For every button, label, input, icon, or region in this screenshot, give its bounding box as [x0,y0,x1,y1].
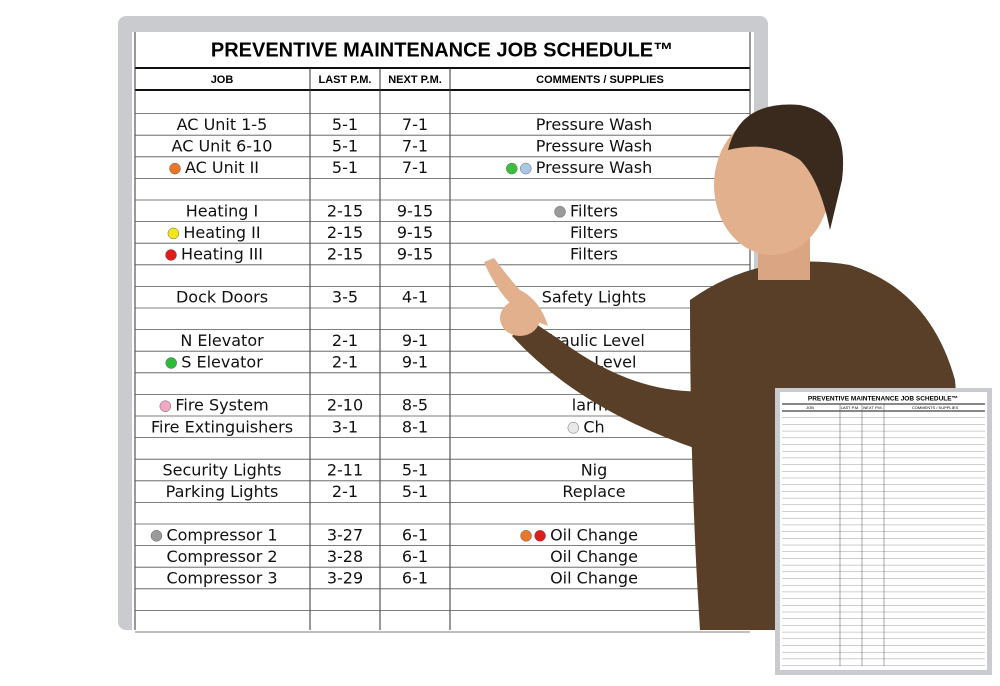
next-pm: 6-1 [402,547,428,566]
job: Heating III [181,245,263,264]
next-pm: 5-1 [402,482,428,501]
last-pm: 2-1 [332,331,358,350]
comment: Nig [581,461,608,480]
magnet [165,249,177,261]
next-pm: 6-1 [402,569,428,588]
last-pm: 2-11 [327,461,363,480]
last-pm: 5-1 [332,137,358,156]
next-pm: 5-1 [402,461,428,480]
comment: Ch [583,417,604,436]
board-rows: AC Unit 1-5 5-1 7-1 Pressure Wash AC Unit 6-… [135,113,750,633]
job: S Elevator [181,353,263,372]
comment: draulic Level [543,331,645,350]
job: Fire Extinguishers [151,417,293,436]
column-header: JOB [211,74,234,86]
next-pm: 9-15 [397,223,433,242]
magnet [165,357,177,369]
last-pm: 2-15 [327,245,363,264]
job: Fire System [175,396,268,415]
next-pm: 9-15 [397,245,433,264]
job: Security Lights [162,461,281,480]
thumbnail-header: LAST P.M. [841,405,860,410]
last-pm: 2-10 [327,396,363,415]
comment: Oil Change [550,547,638,566]
next-pm: 8-5 [402,396,428,415]
comment: Pressure Wash [536,137,652,156]
column-header: NEXT P.M. [388,74,442,86]
comment: Pressure Wash [536,158,652,177]
next-pm: 7-1 [402,115,428,134]
comment: Pressure Wash [536,115,652,134]
thumbnail-title: PREVENTIVE MAINTENANCE JOB SCHEDULE™ [808,396,958,403]
next-pm: 7-1 [402,158,428,177]
job: Dock Doors [176,288,268,307]
next-pm: 8-1 [402,417,428,436]
job: Compressor 3 [166,569,277,588]
comment: Replace [562,482,625,501]
magnet [506,162,518,175]
job: AC Unit 6-10 [172,137,273,156]
magnet [534,530,546,542]
last-pm: 5-1 [332,115,358,134]
magnet [150,530,163,542]
board-title: PREVENTIVE MAINTENANCE JOB SCHEDULE™ [211,39,673,61]
magnet [554,206,566,218]
job: Heating I [186,201,259,220]
job: AC Unit II [185,158,259,177]
job: Compressor 1 [166,525,277,544]
next-pm: 7-1 [402,137,428,156]
job: Compressor 2 [166,547,277,566]
next-pm: 9-15 [397,201,433,220]
comment: Filters [570,201,618,220]
job: Parking Lights [166,482,279,501]
last-pm: 3-5 [332,288,358,307]
thumbnail-header: JOB [806,405,814,410]
thumbnail: PREVENTIVE MAINTENANCE JOB SCHEDULE™ JOB… [775,388,992,675]
next-pm: 6-1 [402,525,428,544]
last-pm: 2-1 [332,482,358,501]
magnet [520,530,532,542]
job: Heating II [183,223,260,242]
last-pm: 3-27 [327,525,363,544]
magnet [159,400,172,412]
comment: Filters [570,245,618,264]
last-pm: 3-28 [327,547,363,566]
last-pm: 3-1 [332,417,358,436]
column-header: COMMENTS / SUPPLIES [536,74,664,86]
job: N Elevator [180,331,264,350]
last-pm: 5-1 [332,158,358,177]
last-pm: 3-29 [327,569,363,588]
comment: Oil Change [550,525,638,544]
magnet [567,422,580,434]
last-pm: 2-15 [327,223,363,242]
magnet [167,227,180,240]
thumbnail-header: NEXT P.M. [863,405,882,410]
comment: Oil Change [550,569,638,588]
thumbnail-header: COMMENTS / SUPPLIES [912,405,959,410]
board-surface [132,32,754,630]
job: AC Unit 1-5 [177,115,268,134]
column-header: LAST P.M. [319,74,372,86]
last-pm: 2-1 [332,353,358,372]
comment: Safety Lights [542,288,647,307]
next-pm: 4-1 [402,288,428,307]
last-pm: 2-15 [327,201,363,220]
comment: Filters [570,223,618,242]
magnet [520,162,532,175]
next-pm: 9-1 [402,331,428,350]
magnet [169,162,181,175]
next-pm: 9-1 [402,353,428,372]
